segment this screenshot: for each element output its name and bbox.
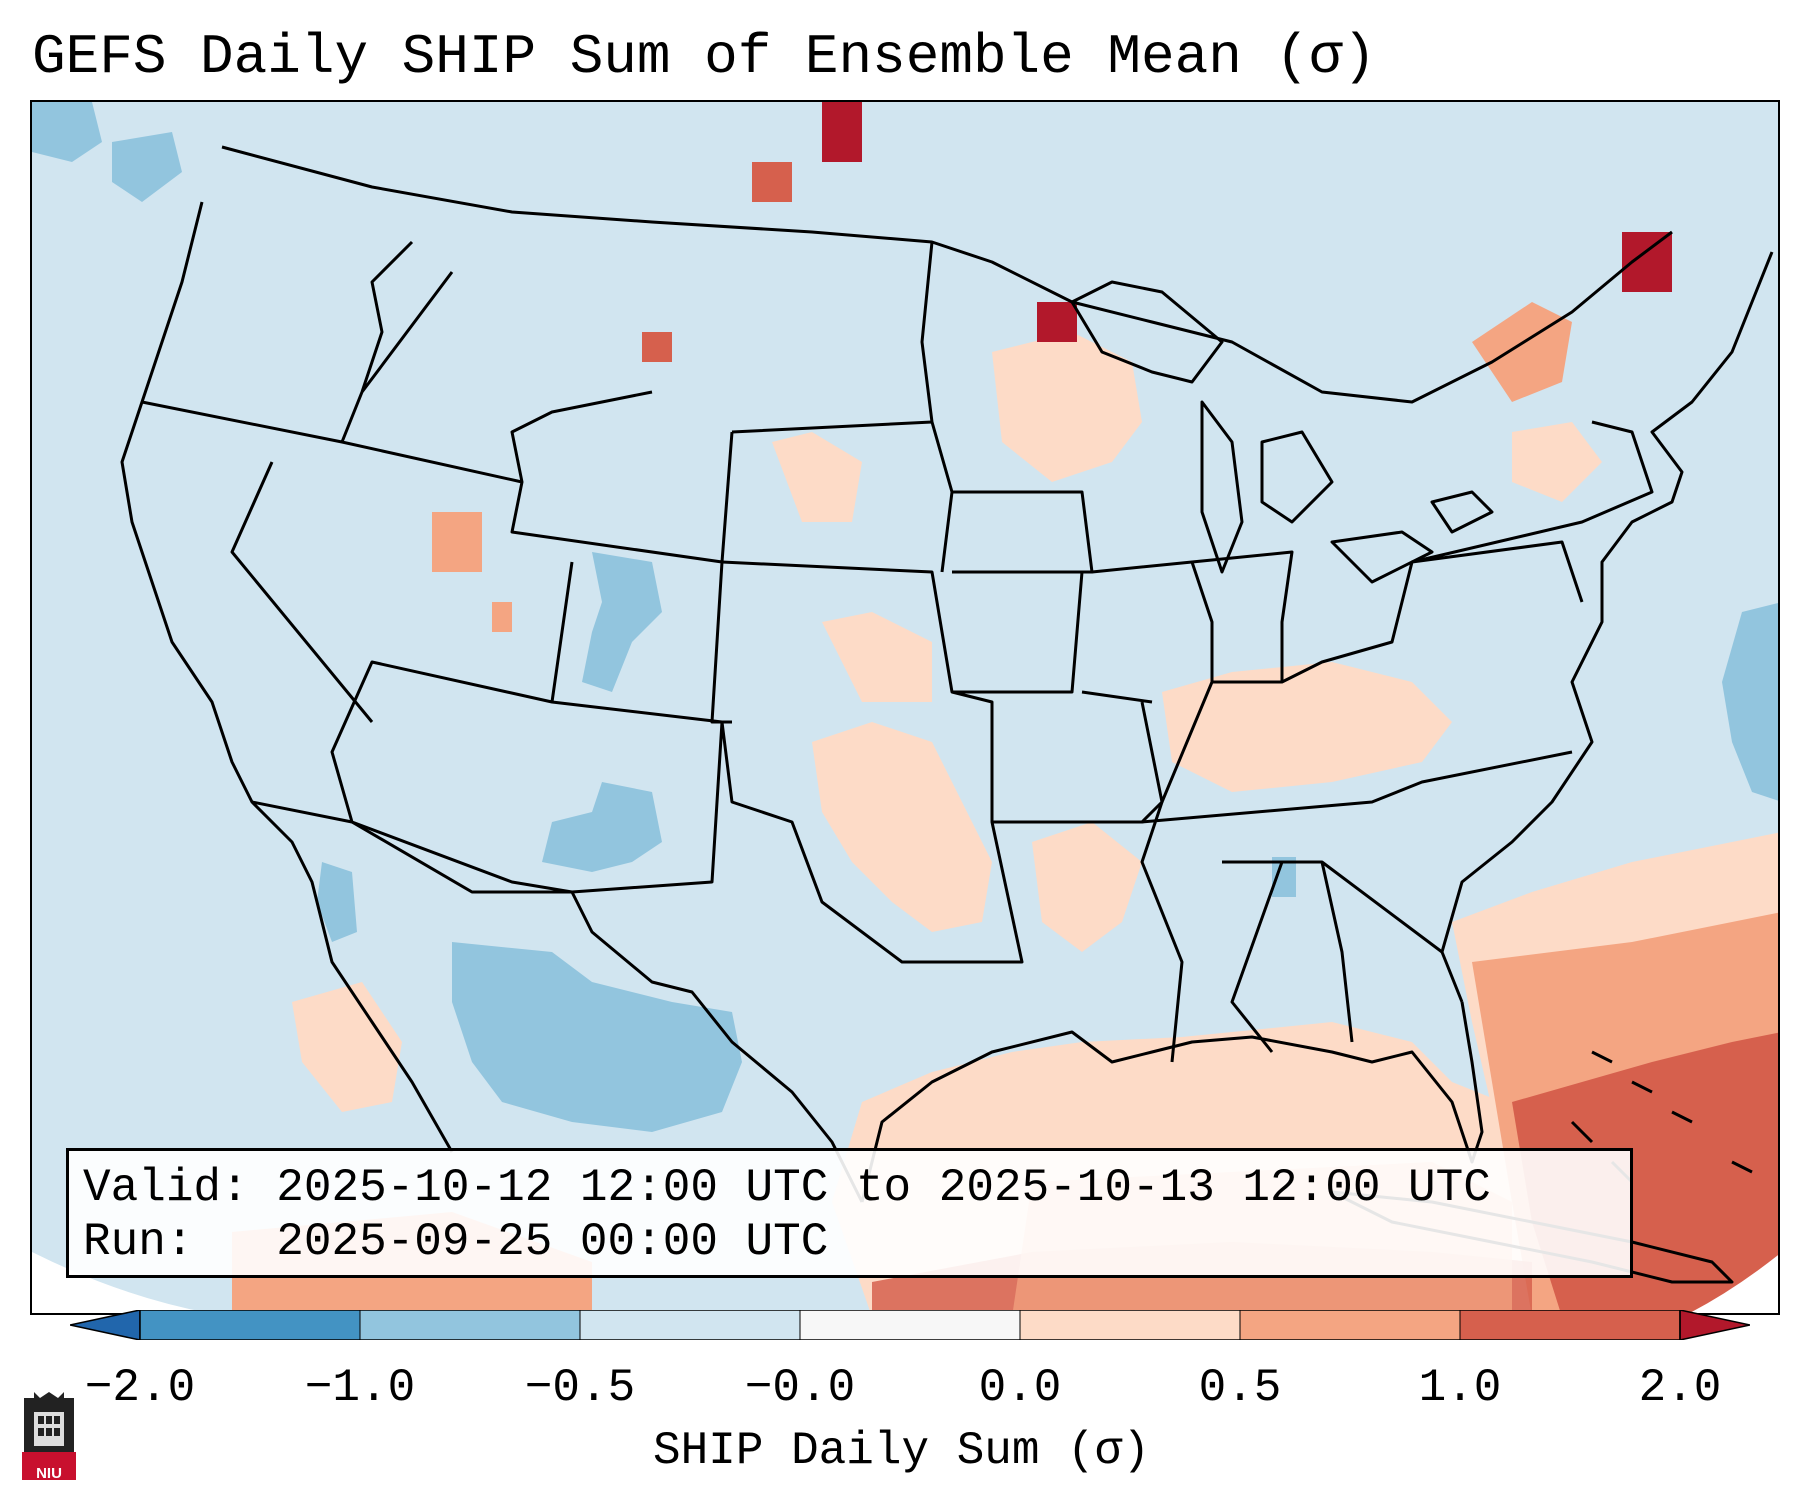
colorbar-tick-label: −2.0 [84,1362,196,1414]
colorbar-tick-label: −1.0 [304,1362,416,1414]
positive-anomaly-cell-gaspe [1622,232,1672,292]
colorbar-segment [580,1310,800,1340]
east-coast [1440,251,1774,1003]
valid-label: Valid: [83,1162,249,1214]
anomaly-field [32,102,1778,1313]
positive-anomaly-cell-lakesuperior [1037,302,1077,342]
colorbar-tick-label: −0.5 [524,1362,636,1414]
colorbar-segment [1240,1310,1460,1340]
niu-logo: NIU [20,1392,78,1484]
us-canada-border [221,145,1673,404]
colorbar-tick-label: 2.0 [1638,1362,1722,1414]
niu-logo-icon [22,1392,76,1480]
bahamas-islands [1570,1050,1753,1184]
valid-value: 2025-10-12 12:00 UTC to 2025-10-13 12:00… [276,1162,1491,1214]
state-lines-east [1091,420,1654,1063]
positive-anomaly-region-baja-west [292,982,402,1112]
positive-anomaly-cell-sask2 [752,162,792,202]
colorbar-tick-label: 1.0 [1418,1362,1502,1414]
positive-anomaly-region-upper-midwest [992,332,1142,482]
west-coast [120,201,454,1153]
niu-logo-text: NIU [36,1465,62,1482]
run-label: Run: [83,1216,194,1268]
colorbar-segment [1020,1310,1240,1340]
positive-anomaly-cell-sask [822,102,862,162]
chart-title: GEFS Daily SHIP Sum of Ensemble Mean (σ) [32,25,1377,89]
colorbar-ticks: −2.0 −1.0 −0.5 −0.0 0.0 0.5 1.0 2.0 [0,1362,1803,1422]
state-lines-central [720,241,1164,964]
mexico-border [351,820,864,1203]
colorbar-tick-label: 0.5 [1198,1362,1282,1414]
positive-anomaly-cell-utah [432,512,482,572]
positive-anomaly-region-kansas [822,612,932,702]
colorbar-tick-label: 0.0 [978,1362,1062,1414]
positive-anomaly-cell-utah2 [492,602,512,632]
positive-anomaly-region-plains [812,722,992,932]
valid-row: Valid: 2025-10-12 12:00 UTC to 2025-10-1… [83,1161,1616,1215]
positive-anomaly-region-nebraska [772,432,862,522]
run-value: 2025-09-25 00:00 UTC [276,1216,829,1268]
colorbar-segment [1460,1310,1680,1340]
positive-anomaly-region-quebec [1472,302,1572,402]
run-row: Run: 2025-09-25 00:00 UTC [83,1215,1616,1269]
state-lines-west [141,240,734,894]
colorbar-segment [360,1310,580,1340]
colorbar [70,1310,1750,1340]
negative-anomaly-region-pacific [32,102,182,202]
negative-anomaly-region-newmexico [542,782,662,872]
colorbar-label: SHIP Daily Sum (σ) [653,1425,1150,1477]
positive-anomaly-region-mississippi [1032,822,1142,952]
positive-anomaly-cell-montana [642,332,672,362]
colorbar-segment [140,1310,360,1340]
great-lakes [1070,280,1494,584]
colorbar-under-arrow [70,1310,141,1340]
map-panel [30,100,1780,1315]
map-canvas [32,102,1778,1313]
negative-anomaly-region-colorado [582,552,662,692]
projection-corner-left [32,1252,209,1313]
positive-anomaly-region-ohio-valley [1162,662,1452,792]
positive-anomaly-region-new-england [1512,422,1602,502]
valid-run-info-box: Valid: 2025-10-12 12:00 UTC to 2025-10-1… [66,1148,1633,1278]
colorbar-over-arrow [1679,1310,1750,1340]
negative-anomaly-region-baja [317,862,357,942]
projection-corner-right [1689,1255,1778,1313]
colorbar-tick-label: −0.0 [744,1362,856,1414]
negative-anomaly-region-mexico [452,942,742,1132]
negative-anomaly-region-atlantic [1722,603,1778,801]
colorbar-segment [800,1310,1020,1340]
